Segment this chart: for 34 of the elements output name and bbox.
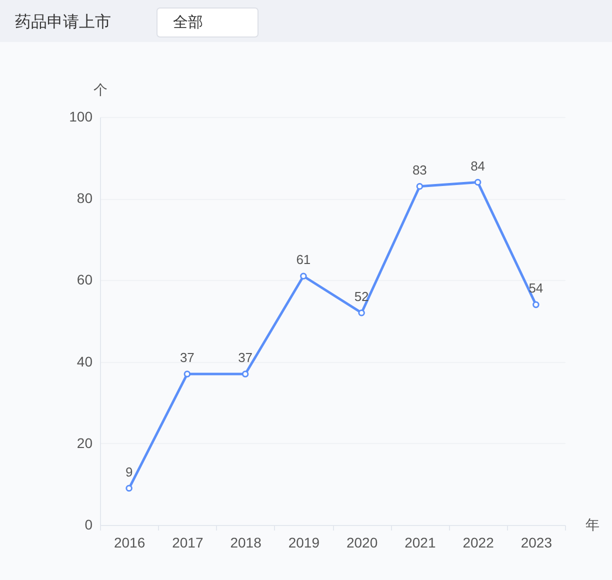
x-axis-title: 年 [586, 516, 600, 532]
x-tick-label: 2021 [404, 534, 436, 550]
point [242, 370, 249, 378]
data-label: 37 [180, 350, 194, 366]
x-tick-label: 2017 [172, 534, 204, 550]
x-tick-label: 2023 [520, 534, 552, 550]
y-tick-label: 100 [69, 108, 93, 124]
y-tick-label: 20 [76, 434, 93, 451]
x-tick-label: 2022 [462, 534, 494, 550]
point [184, 370, 191, 378]
point [358, 309, 365, 316]
data-label: 54 [528, 280, 544, 296]
point [474, 178, 482, 186]
point [416, 182, 424, 190]
y-tick-label: 40 [76, 353, 93, 370]
data-label: 9 [125, 464, 133, 480]
data-label: 37 [238, 350, 253, 366]
data-label: 83 [412, 162, 427, 178]
data-label: 84 [470, 158, 486, 174]
text: 全部 [173, 14, 203, 31]
x-tick-label: 2020 [346, 534, 378, 550]
x-tick-label: 2016 [114, 534, 146, 550]
y-tick-label: 80 [76, 190, 93, 206]
chart-title: 药品申请上市 [15, 13, 111, 31]
point [532, 301, 540, 308]
point [126, 484, 132, 492]
point [300, 272, 307, 280]
y-tick-label: 60 [76, 272, 93, 288]
y-tick-label: 0 [84, 516, 93, 532]
data-label: 52 [354, 288, 369, 304]
x-tick-label: 2018 [230, 534, 262, 550]
data-label: 61 [296, 252, 311, 268]
y-axis-title: 个 [94, 82, 108, 98]
x-tick-label: 2019 [288, 534, 320, 550]
